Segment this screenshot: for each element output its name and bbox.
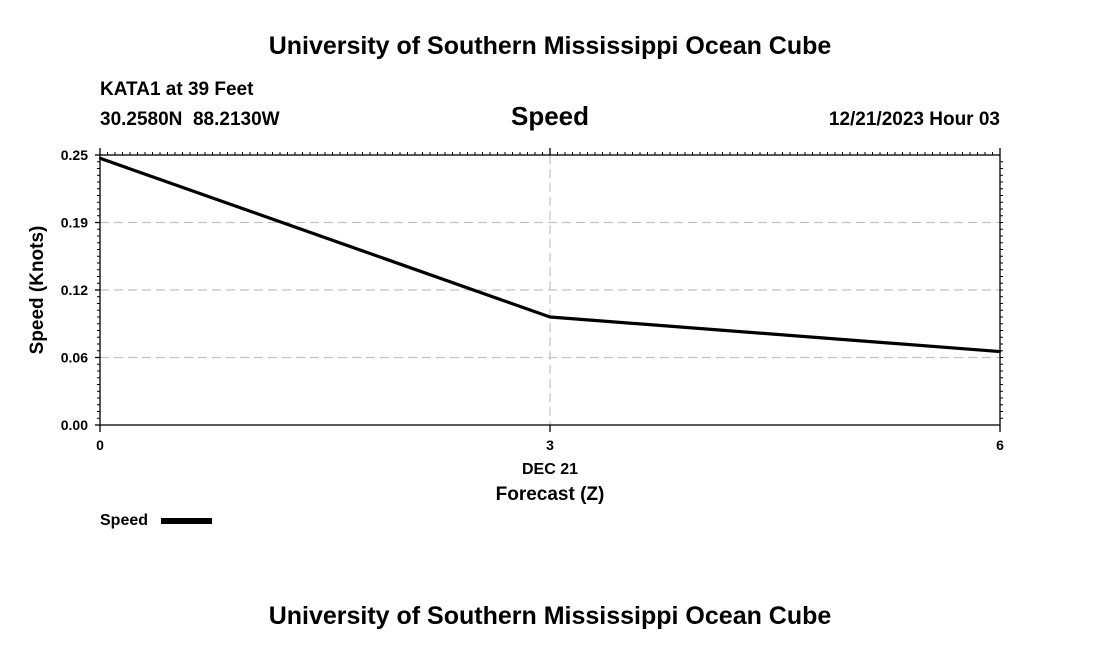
series-layer [98,156,1002,354]
x-tick-label: 6 [996,437,1004,453]
y-axis-ticks: 0.00 0.06 0.12 0.19 0.25 [61,147,100,433]
x-tick-label: 0 [96,437,104,453]
variable-title: Speed [511,101,589,131]
grid-lines [100,155,1000,425]
y-tick-label: 0.19 [61,215,88,231]
footer-title: University of Southern Mississippi Ocean… [269,602,832,630]
x-date-label: DEC 21 [522,461,578,478]
station-label: KATA1 at 39 Feet [100,79,254,100]
y-tick-label: 0.00 [61,417,88,433]
data-point [98,157,102,160]
x-axis-ticks: 0 3 6 [96,148,1004,453]
legend: Speed [100,512,212,529]
legend-label: Speed [100,512,148,529]
x-axis-label: Forecast (Z) [496,484,605,505]
page-title: University of Southern Mississippi Ocean… [269,32,832,60]
x-tick-label: 3 [546,437,554,453]
y-axis-label: Speed (Knots) [27,226,48,355]
y-tick-label: 0.25 [61,147,88,163]
datetime-label: 12/21/2023 Hour 03 [829,109,1000,130]
data-point [998,350,1002,353]
coordinates-label: 30.2580N 88.2130W [100,109,280,130]
data-point [548,315,552,319]
y-tick-label: 0.06 [61,350,88,366]
y-tick-label: 0.12 [61,282,88,298]
